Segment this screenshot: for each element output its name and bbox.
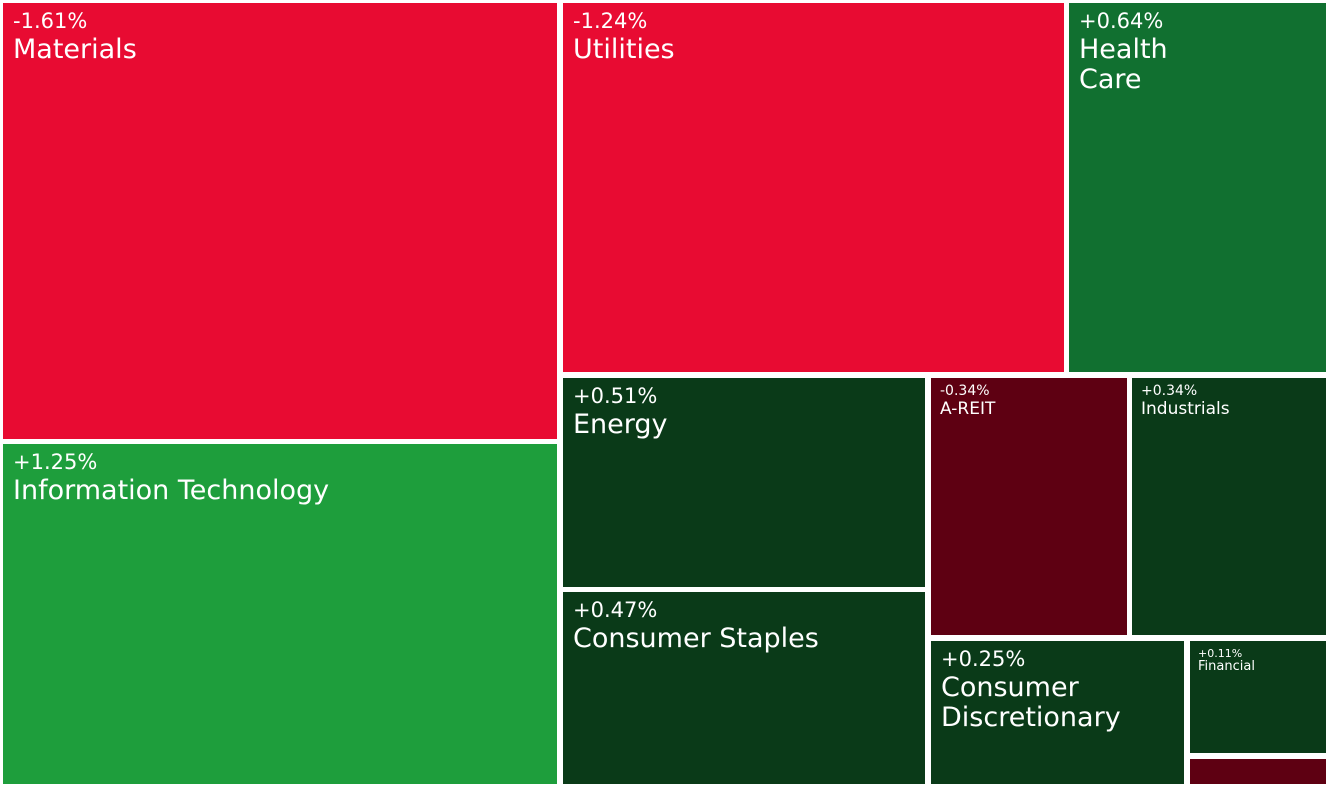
tile-sector-label: A-REIT — [940, 399, 996, 420]
tile-sector-label: Utilities — [573, 34, 675, 66]
tile-sector-label: Financial — [1198, 659, 1255, 675]
tile-change-label: +0.47% — [573, 598, 658, 622]
tile-sector-label: Consumer Staples — [573, 623, 819, 655]
tile-information-technology[interactable]: +1.25% Information Technology — [3, 444, 557, 784]
tile-sector-label: Industrials — [1141, 399, 1230, 420]
tile-industrials[interactable]: +0.34% Industrials — [1132, 378, 1326, 635]
tile-change-label: -0.34% — [940, 383, 990, 399]
tile-change-label: -1.61% — [13, 9, 88, 33]
tile-sector-label: Information Technology — [13, 475, 330, 507]
tile-change-label: +0.11% — [1198, 647, 1243, 660]
tile-financial[interactable]: +0.11% Financial — [1190, 641, 1326, 753]
tile-sector-label: Materials — [13, 34, 137, 66]
tile-change-label: +0.25% — [941, 647, 1026, 671]
tile-consumer-discretionary[interactable]: +0.25% Consumer Discretionary — [931, 641, 1184, 784]
tile-consumer-staples[interactable]: +0.47% Consumer Staples — [563, 592, 925, 784]
tile-change-label: +0.64% — [1079, 9, 1164, 33]
tile-change-label: +0.34% — [1141, 383, 1198, 399]
tile-sector-label: Energy — [573, 409, 668, 441]
tile-change-label: -1.24% — [573, 9, 648, 33]
tile-change-label: +0.51% — [573, 384, 658, 408]
tile-a-reit[interactable]: -0.34% A-REIT — [931, 378, 1127, 635]
tile-materials[interactable]: -1.61% Materials — [3, 3, 557, 439]
tile-change-label: +1.25% — [13, 450, 98, 474]
tile-energy[interactable]: +0.51% Energy — [563, 378, 925, 587]
tile-sector-label: Health Care — [1079, 34, 1168, 95]
tile-utilities[interactable]: -1.24% Utilities — [563, 3, 1064, 372]
tile-sector-label: Consumer Discretionary — [941, 672, 1121, 733]
tile-health-care[interactable]: +0.64% Health Care — [1069, 3, 1326, 372]
tile-unlabeled-small[interactable] — [1190, 759, 1326, 784]
